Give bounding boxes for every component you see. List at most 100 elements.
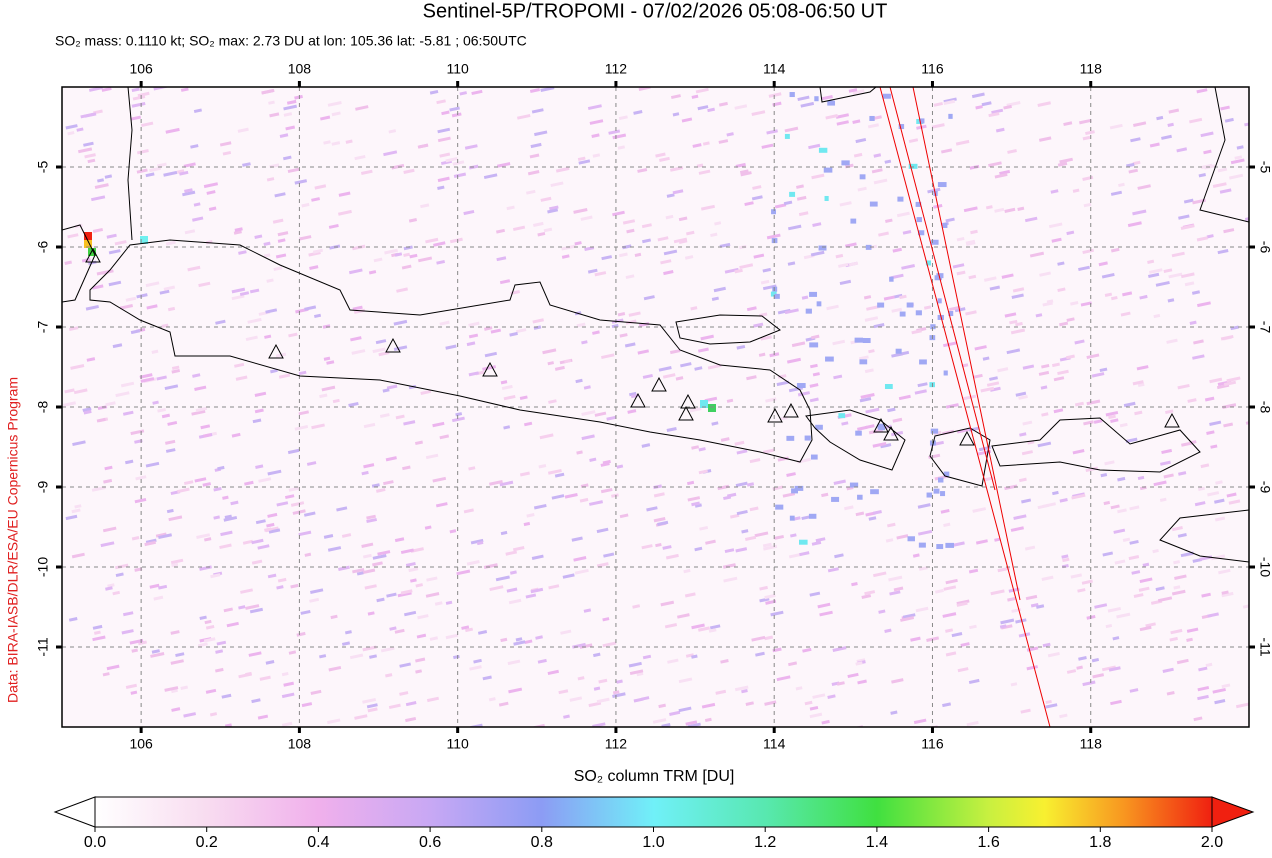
- so2-pixel: [711, 296, 719, 301]
- so2-pixel: [764, 593, 776, 600]
- so2-pixel: [234, 362, 245, 368]
- so2-pixel: [730, 513, 740, 519]
- so2-pixel: [1079, 118, 1092, 125]
- so2-pixel: [915, 606, 929, 613]
- so2-pixel: [372, 347, 386, 354]
- so2-pixel: [975, 539, 988, 545]
- so2-pixel: [451, 112, 462, 118]
- so2-pixel: [1082, 680, 1096, 687]
- so2-pixel: [555, 166, 570, 173]
- so2-pixel: [283, 112, 293, 117]
- so2-pixel: [902, 613, 916, 619]
- so2-pixel: [1045, 703, 1058, 709]
- so2-pixel: [1167, 122, 1174, 127]
- so2-pixel: [975, 105, 983, 110]
- so2-pixel: [86, 357, 96, 362]
- so2-pixel: [994, 172, 1008, 179]
- so2-pixel: [641, 544, 653, 550]
- so2-pixel: [1132, 209, 1147, 216]
- so2-pixel: [288, 486, 300, 492]
- so2-pixel: [919, 359, 927, 365]
- so2-pixel: [476, 540, 484, 546]
- so2-pixel: [857, 679, 867, 685]
- so2-pixel: [251, 538, 264, 545]
- so2-pixel: [220, 530, 233, 537]
- so2-pixel: [893, 293, 903, 299]
- so2-pixel: [138, 640, 148, 646]
- so2-pixel: [321, 385, 336, 392]
- so2-pixel: [1037, 441, 1052, 448]
- so2-pixel: [426, 696, 440, 703]
- so2-pixel: [296, 631, 306, 637]
- so2-pixel: [131, 648, 138, 653]
- so2-pixel: [968, 568, 979, 574]
- so2-pixel: [1053, 376, 1065, 382]
- so2-pixel: [1166, 338, 1178, 344]
- so2-pixel: [669, 349, 681, 355]
- so2-pixel: [526, 513, 535, 518]
- so2-pixel: [699, 525, 709, 531]
- so2-pixel: [463, 209, 475, 216]
- so2-pixel: [231, 294, 245, 301]
- so2-pixel: [664, 623, 678, 629]
- so2-pixel: [788, 661, 798, 667]
- so2-pixel: [408, 218, 418, 223]
- so2-pixel: [927, 187, 941, 194]
- so2-pixel: [691, 445, 700, 450]
- so2-pixel: [70, 364, 85, 370]
- so2-pixel: [231, 432, 241, 438]
- so2-pixel: [1046, 299, 1054, 304]
- so2-pixel: [983, 276, 997, 282]
- so2-pixel: [208, 206, 217, 211]
- so2-pixel: [834, 553, 844, 559]
- so2-pixel: [267, 573, 277, 579]
- so2-pixel: [1011, 293, 1024, 299]
- so2-pixel: [93, 630, 101, 635]
- so2-pixel: [281, 692, 295, 699]
- so2-pixel: [914, 389, 927, 395]
- so2-pixel: [783, 200, 793, 206]
- so2-pixel: [405, 701, 417, 707]
- so2-pixel: [1209, 420, 1222, 426]
- so2-pixel: [1180, 272, 1195, 279]
- so2-pixel: [1094, 603, 1108, 609]
- so2-pixel: [473, 658, 482, 664]
- so2-pixel: [464, 144, 478, 150]
- coastlines: [62, 87, 1249, 727]
- so2-pixel: [744, 535, 757, 541]
- lat-tick-label: -8: [35, 401, 51, 414]
- so2-pixel: [1072, 449, 1085, 455]
- so2-pixel: [380, 646, 395, 653]
- so2-pixel: [751, 195, 763, 201]
- sumatra-coast: [62, 87, 133, 303]
- lat-tick-label: -7: [35, 321, 51, 334]
- so2-pixel: [885, 218, 893, 223]
- so2-pixel: [787, 261, 796, 266]
- so2-pixel: [202, 482, 212, 487]
- so2-pixel: [1205, 662, 1213, 668]
- so2-pixel: [638, 87, 651, 91]
- so2-pixel: [383, 150, 398, 157]
- so2-pixel: [134, 567, 143, 572]
- so2-pixel: [709, 624, 721, 630]
- so2-pixel: [776, 675, 791, 682]
- so2-pixel: [811, 334, 820, 340]
- lon-tick-label: 108: [288, 61, 312, 77]
- so2-pixel: [459, 91, 468, 96]
- so2-pixel: [233, 230, 242, 235]
- so2-pixel: [551, 494, 565, 500]
- so2-pixel: [601, 353, 615, 360]
- lat-tick-label: -10: [1257, 557, 1272, 577]
- so2-pixel: [294, 94, 303, 100]
- so2-pixel: [115, 391, 130, 398]
- so2-pixel: [819, 610, 833, 617]
- lat-tick-label: -6: [35, 241, 51, 254]
- so2-pixel: [751, 110, 766, 116]
- so2-pixel: [963, 394, 977, 401]
- so2-pixel: [956, 236, 965, 242]
- so2-pixel: [1098, 261, 1108, 267]
- so2-pixel: [844, 505, 854, 511]
- so2-pixel: [277, 238, 286, 243]
- so2-pixel: [936, 273, 944, 279]
- so2-pixel: [788, 552, 803, 559]
